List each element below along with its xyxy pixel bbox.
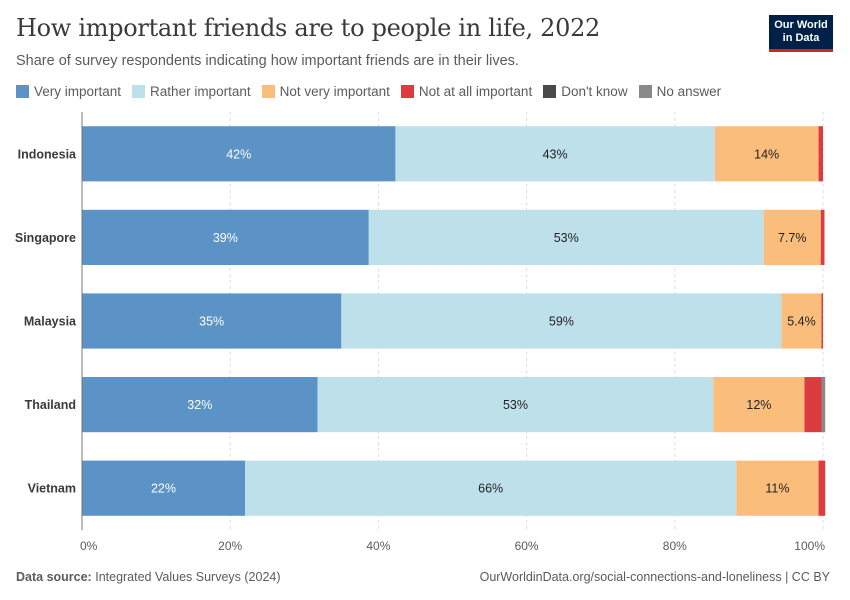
legend-label: Rather important: [150, 84, 251, 99]
bar-indonesia-not-at-all-important: [818, 126, 823, 182]
legend-swatch: [132, 85, 146, 98]
bar-indonesia-rather-important: [395, 126, 715, 182]
owid-logo[interactable]: Our World in Data: [769, 15, 833, 52]
data-label-thailand-not-very-important: 12%: [746, 398, 771, 412]
bar-vietnam-not-at-all-important: [818, 460, 826, 516]
legend-swatch: [400, 85, 414, 98]
category-label-vietnam: Vietnam: [28, 482, 76, 496]
bar-malaysia-very-important: [82, 293, 342, 349]
legend-swatch: [261, 85, 275, 98]
legend-swatch: [16, 85, 29, 98]
data-label-malaysia-very-important: 35%: [199, 315, 224, 329]
legend-label: Not very important: [279, 84, 390, 99]
data-source: Data source: Integrated Values Surveys (…: [16, 570, 281, 584]
bar-singapore-very-important: [82, 209, 369, 265]
data-source-text[interactable]: Integrated Values Surveys (2024): [95, 570, 281, 584]
data-label-thailand-very-important: 32%: [187, 398, 212, 412]
legend-label: Not at all important: [418, 84, 533, 99]
bar-thailand-rather-important: [317, 377, 714, 433]
bar-singapore-not-at-all-important: [820, 209, 825, 265]
x-tick-label: 40%: [366, 539, 390, 553]
legend-item-rather-important[interactable]: Rather important: [132, 84, 251, 99]
bar-singapore-rather-important: [368, 209, 764, 265]
legend-swatch: [543, 85, 557, 98]
x-tick-label: 20%: [218, 539, 242, 553]
legend-item-not-at-all-important[interactable]: Not at all important: [400, 84, 533, 99]
bar-thailand-not-at-all-important: [804, 377, 822, 433]
category-label-indonesia: Indonesia: [18, 147, 77, 161]
bar-vietnam-rather-important: [245, 460, 737, 516]
bar-indonesia-not-very-important: [714, 126, 819, 182]
data-label-indonesia-rather-important: 43%: [543, 147, 568, 161]
category-label-singapore: Singapore: [15, 231, 76, 245]
legend-label: Very important: [34, 84, 122, 99]
data-label-singapore-very-important: 39%: [213, 231, 238, 245]
data-label-singapore-not-very-important: 7.7%: [778, 231, 807, 245]
category-label-thailand: Thailand: [25, 398, 76, 412]
data-label-singapore-rather-important: 53%: [554, 231, 579, 245]
data-label-vietnam-not-very-important: 11%: [765, 482, 789, 496]
data-label-malaysia-not-very-important: 5.4%: [787, 315, 816, 329]
data-label-indonesia-very-important: 42%: [226, 147, 251, 161]
data-label-vietnam-rather-important: 66%: [478, 482, 503, 496]
bar-malaysia-not-very-important: [781, 293, 822, 349]
data-label-vietnam-very-important: 22%: [151, 482, 176, 496]
legend-item-no-answer[interactable]: No answer: [638, 84, 722, 99]
legend-label: No answer: [656, 84, 722, 99]
chart-subtitle: Share of survey respondents indicating h…: [16, 53, 519, 69]
legend-swatch: [638, 85, 652, 98]
bar-thailand-very-important: [82, 377, 318, 433]
x-tick-label: 0%: [80, 539, 98, 553]
legend-label: Don't know: [561, 84, 628, 99]
legend-item-very-important[interactable]: Very important: [16, 84, 121, 99]
x-tick-label: 60%: [515, 539, 539, 553]
legend: Very important Rather important Not very i…: [16, 84, 732, 99]
logo-line-2: in Data: [782, 31, 820, 44]
data-label-malaysia-rather-important: 59%: [549, 315, 574, 329]
legend-item-don-t-know[interactable]: Don't know: [543, 84, 628, 99]
bar-vietnam-very-important: [82, 460, 246, 516]
data-source-label: Data source:: [16, 570, 92, 584]
bar-indonesia-very-important: [82, 126, 396, 182]
data-label-indonesia-not-very-important: 14%: [754, 147, 779, 161]
legend-item-not-very-important[interactable]: Not very important: [261, 84, 390, 99]
chart-title: How important friends are to people in l…: [16, 14, 601, 42]
bar-vietnam-not-very-important: [736, 460, 819, 516]
bar-malaysia-rather-important: [341, 293, 782, 349]
source-url[interactable]: OurWorldinData.org/social-connections-an…: [479, 570, 830, 584]
bar-thailand-no-answer: [821, 377, 826, 433]
logo-line-1: Our World: [774, 19, 828, 31]
x-tick-label: 100%: [794, 539, 825, 553]
bar-malaysia-not-at-all-important: [821, 293, 823, 349]
category-label-malaysia: Malaysia: [24, 315, 77, 329]
bar-singapore-not-very-important: [763, 209, 821, 265]
x-tick-label: 80%: [663, 539, 687, 553]
data-label-thailand-rather-important: 53%: [503, 398, 528, 412]
bar-thailand-not-very-important: [713, 377, 805, 433]
